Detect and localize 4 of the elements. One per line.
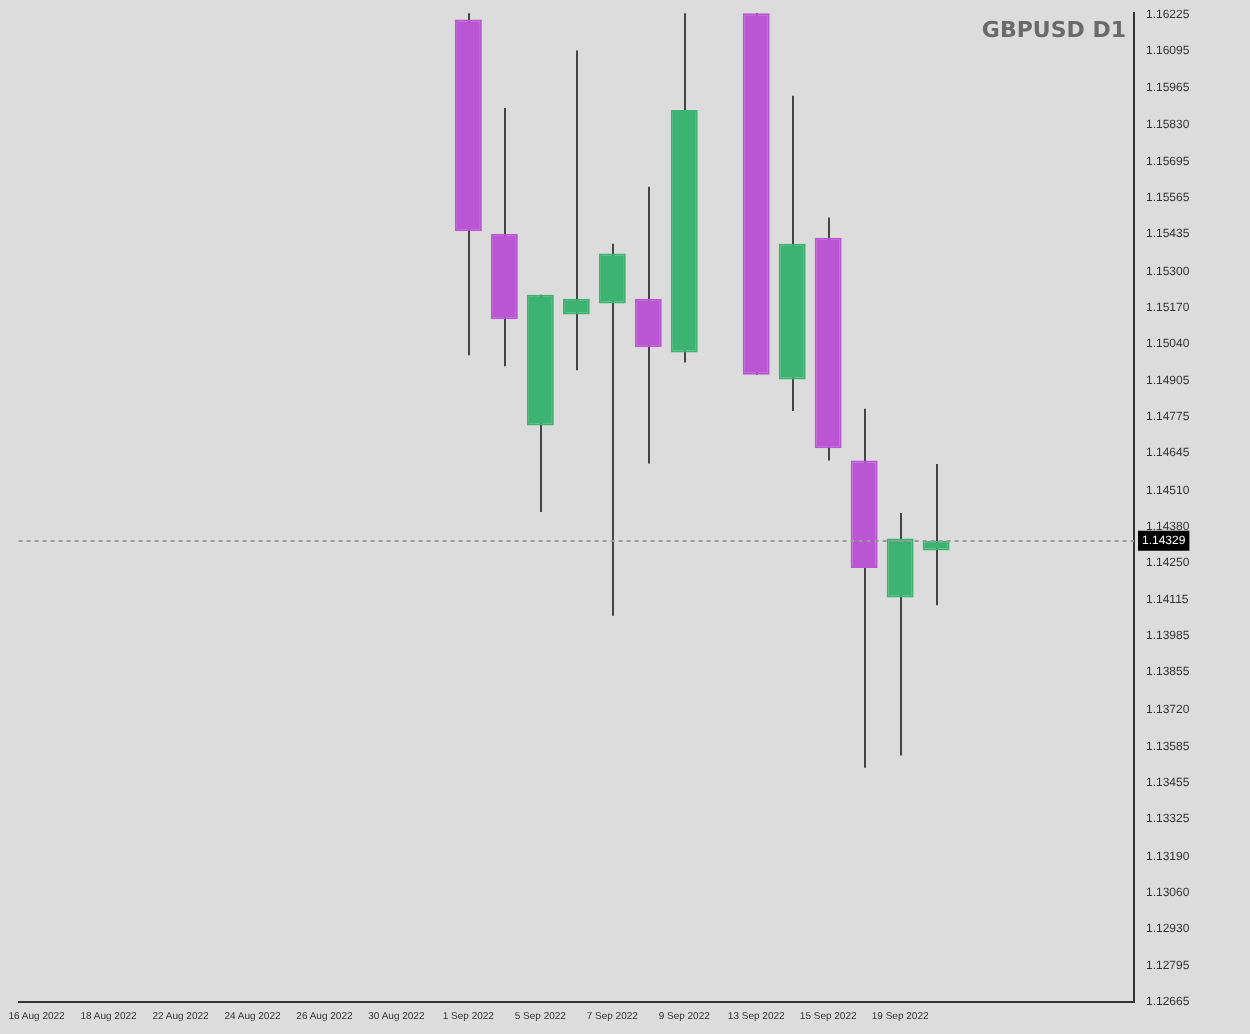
candlestick <box>562 49 590 372</box>
candlestick <box>634 185 662 465</box>
chart-title: GBPUSD D1 <box>981 16 1126 43</box>
candlestick <box>598 242 626 617</box>
